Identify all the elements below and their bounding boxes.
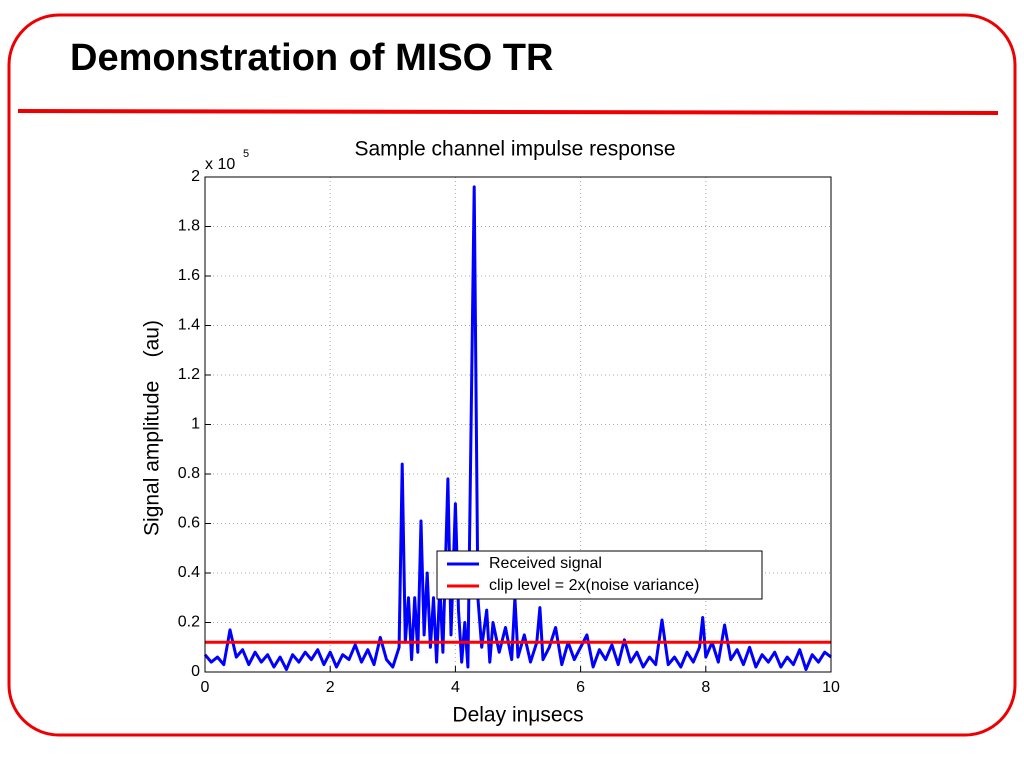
x-tick-label: 6 [576, 679, 585, 696]
plot-frame [204, 176, 832, 673]
x-axis-label: Delay inμsecs [452, 704, 583, 727]
legend-label: Received signal [489, 555, 602, 572]
x-tick-label: 0 [201, 679, 210, 696]
y-tick-label: 1 [191, 416, 200, 433]
y-tick-label: 0.8 [178, 465, 200, 482]
y-tick-label: 1.6 [178, 267, 200, 284]
y-tick-label: 0 [191, 663, 200, 680]
y-tick-label: 0.2 [178, 614, 200, 631]
legend-label: clip level = 2x(noise variance) [489, 577, 699, 594]
chart-title: Sample channel impulse response [354, 138, 675, 161]
y-tick-label: 2 [191, 168, 200, 185]
y-multiplier: x 10 [205, 156, 235, 173]
y-tick-label: 1.2 [178, 366, 200, 383]
slide-title: Demonstration of MISO TR [70, 37, 553, 79]
y-axis-label: Signal amplitude (au) [141, 320, 164, 536]
title-rule [17, 109, 999, 115]
x-tick-label: 2 [326, 679, 335, 696]
x-tick-label: 4 [451, 679, 460, 696]
y-tick-label: 0.4 [178, 564, 200, 581]
y-tick-label: 0.6 [178, 515, 200, 532]
x-tick-label: 10 [822, 679, 840, 696]
legend-box [436, 550, 763, 600]
y-tick-label: 1.8 [178, 218, 200, 235]
y-multiplier-exponent: 5 [243, 148, 249, 160]
x-tick-label: 8 [701, 679, 710, 696]
y-tick-label: 1.4 [178, 317, 200, 334]
